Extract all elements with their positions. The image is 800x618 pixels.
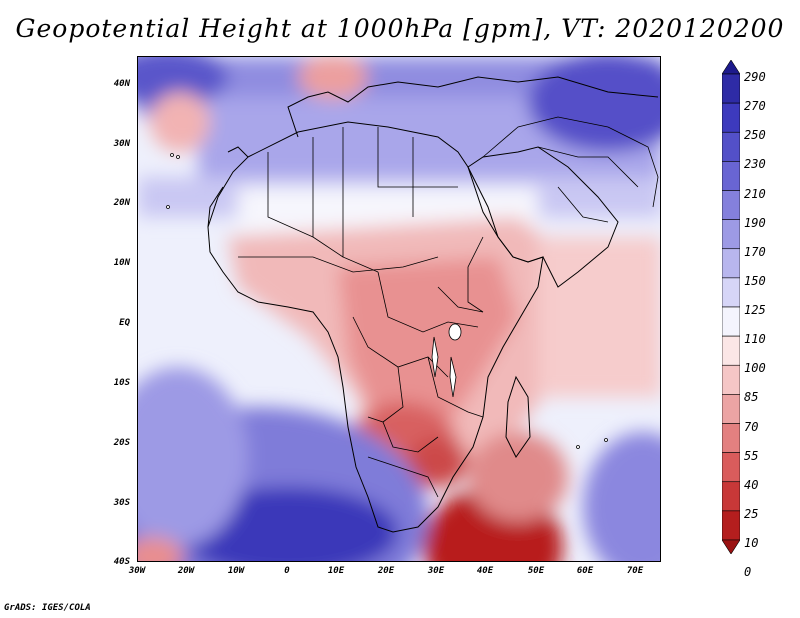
colorbar-cell: [722, 131, 740, 162]
colorbar-cell: [722, 364, 740, 395]
lon-label-20e: 20E: [377, 566, 395, 576]
colorbar-label: 290: [744, 70, 766, 84]
lon-label-30w: 30W: [128, 566, 146, 576]
colorbar-cell: [722, 161, 740, 191]
lakes-and-islands: [166, 153, 608, 449]
colorbar-cell: [722, 452, 740, 483]
colorbar-label: 230: [744, 157, 766, 172]
colorbar-label: 100: [744, 361, 766, 376]
colorbar-cell: [722, 423, 740, 453]
lon-label-30e: 30E: [427, 566, 445, 576]
colorbar: [722, 60, 740, 554]
colorbar-label: 150: [744, 273, 766, 288]
colorbar-label: 125: [744, 303, 766, 317]
lat-label-10s: 10S: [113, 378, 130, 388]
colorbar-cell: [722, 102, 740, 133]
lon-label-70e: 70E: [626, 566, 644, 576]
middle-east-outline: [482, 116, 659, 223]
colorbar-label: 270: [744, 99, 766, 114]
lat-label-20n: 20N: [113, 198, 130, 208]
colorbar-label: 10: [744, 536, 759, 550]
colorbar-label: 85: [744, 390, 759, 405]
colorbar-cell: [722, 190, 740, 220]
colorbar-label: 110: [744, 332, 766, 347]
colorbar-cell: [722, 335, 740, 366]
colorbar-label: 25: [744, 506, 759, 521]
map-title: Geopotential Height at 1000hPa [gpm], VT…: [15, 14, 785, 43]
colorbar-label: 190: [744, 215, 766, 230]
lat-label-10n: 10N: [113, 258, 130, 268]
colorbar-label: 250: [744, 128, 766, 143]
colorbar-cell: [722, 510, 740, 541]
lon-label-40e: 40E: [476, 566, 494, 576]
lat-label-30s: 30S: [113, 498, 130, 508]
lat-label-40s: 40S: [113, 557, 130, 567]
lon-label-10e: 10E: [327, 566, 345, 576]
colorbar-top-arrow: [722, 60, 740, 75]
lat-label-30n: 30N: [113, 139, 130, 149]
field-contours: [138, 57, 660, 561]
lon-label-50e: 50E: [527, 566, 545, 576]
lon-label-60e: 60E: [576, 566, 594, 576]
colorbar-label: 40: [744, 477, 759, 492]
colorbar-cell: [722, 306, 740, 337]
colorbar-cell: [722, 73, 740, 104]
lon-label-10w: 10W: [227, 566, 245, 576]
lon-label-20w: 20W: [177, 566, 195, 576]
colorbar-cell: [722, 481, 740, 512]
map-plot-area: [137, 56, 661, 562]
lat-label-eq: EQ: [119, 318, 130, 328]
colorbar-cell: [722, 394, 740, 424]
colorbar-bottom-arrow: [722, 539, 740, 554]
lat-label-40n: 40N: [113, 79, 130, 89]
colorbar-label: 55: [744, 448, 759, 463]
colorbar-label: 0: [744, 565, 752, 580]
lat-label-20s: 20S: [113, 438, 130, 448]
grads-credit: GrADS: IGES/COLA: [4, 603, 91, 613]
colorbar-cell: [722, 277, 740, 308]
colorbar-cell: [722, 248, 740, 279]
colorbar-cell: [722, 219, 740, 250]
colorbar-label: 170: [744, 244, 766, 259]
map-canvas: [138, 57, 660, 561]
africa-coastline: [207, 76, 659, 533]
colorbar-label: 70: [744, 419, 759, 434]
colorbar-label: 210: [744, 186, 766, 201]
lon-label-0: 0: [284, 566, 290, 576]
